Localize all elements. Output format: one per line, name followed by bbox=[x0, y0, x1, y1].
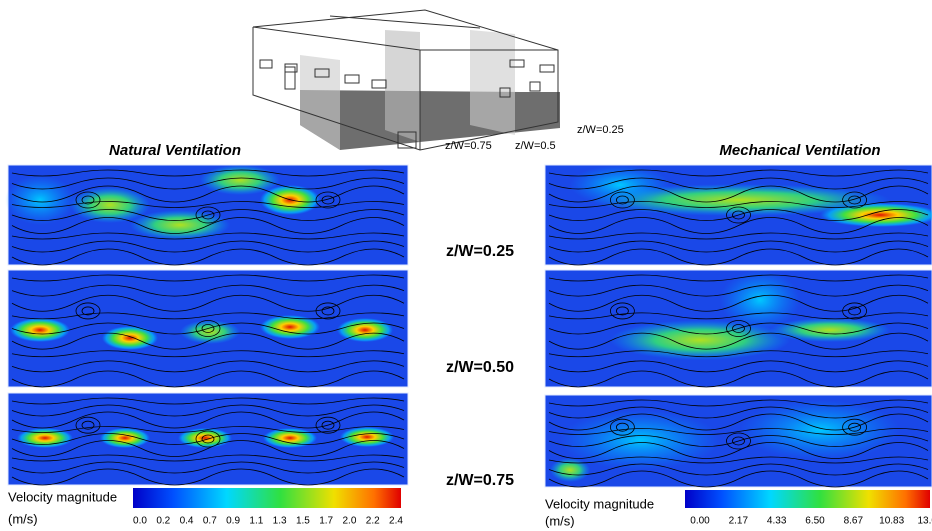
panel-title: Mechanical Ventilation bbox=[719, 142, 880, 159]
colorbar-tick-label: 0.0 bbox=[133, 516, 147, 527]
colorbar-tick-label: 1.3 bbox=[273, 516, 287, 527]
panel-title: Natural Ventilation bbox=[109, 142, 241, 159]
colorbar-tick-label: 13.00 bbox=[917, 516, 932, 527]
colorbar-tick-label: 6.50 bbox=[805, 516, 825, 527]
sketch-line bbox=[540, 65, 554, 72]
colorbar-tick-label: 0.9 bbox=[226, 516, 240, 527]
contour-panel bbox=[8, 270, 408, 387]
velocity-region bbox=[10, 318, 70, 342]
contour-panel bbox=[5, 165, 408, 265]
sketch-line bbox=[345, 75, 359, 83]
colorbar-tick-label: 0.7 bbox=[203, 516, 217, 527]
colorbar-tick-label: 1.7 bbox=[319, 516, 333, 527]
colorbar-tick-label: 2.4 bbox=[389, 516, 403, 527]
colorbar-unit: (m/s) bbox=[545, 513, 575, 528]
colorbar-tick-label: 0.2 bbox=[156, 516, 170, 527]
contour-panel bbox=[545, 270, 932, 387]
colorbar-tick-label: 2.2 bbox=[366, 516, 380, 527]
row-label: z/W=0.50 bbox=[446, 359, 514, 376]
sketch-line bbox=[385, 30, 420, 142]
colorbar-tick-label: 1.5 bbox=[296, 516, 310, 527]
velocity-region bbox=[100, 428, 150, 448]
velocity-region bbox=[560, 410, 720, 470]
colorbar-tick-label: 4.33 bbox=[767, 516, 787, 527]
sketch-line bbox=[470, 30, 515, 135]
velocity-region bbox=[130, 210, 230, 240]
contour-panel bbox=[545, 395, 932, 487]
velocity-region bbox=[770, 318, 890, 342]
row-label: z/W=0.25 bbox=[446, 243, 514, 260]
colorbar-scale bbox=[133, 488, 401, 508]
row-label: z/W=0.75 bbox=[446, 472, 514, 489]
sketch-line bbox=[330, 16, 480, 28]
colorbar-tick-label: 2.17 bbox=[729, 516, 749, 527]
slice-label: z/W=0.5 bbox=[515, 140, 556, 152]
colorbar-tick-label: 0.4 bbox=[180, 516, 194, 527]
building-sketch: z/W=0.75 z/W=0.5 z/W=0.25 bbox=[253, 10, 624, 152]
velocity-region bbox=[102, 326, 158, 350]
slice-label: z/W=0.25 bbox=[577, 124, 624, 136]
contour-panel bbox=[545, 165, 932, 265]
colorbar-scale bbox=[685, 490, 930, 508]
slice-label: z/W=0.75 bbox=[445, 140, 492, 152]
colorbar-label: Velocity magnitude bbox=[8, 489, 117, 504]
colorbar-tick-label: 8.67 bbox=[844, 516, 864, 527]
colorbar-unit: (m/s) bbox=[8, 511, 38, 526]
sketch-line bbox=[530, 82, 540, 91]
colorbar-label: Velocity magnitude bbox=[545, 496, 654, 511]
figure: z/W=0.75 z/W=0.5 z/W=0.25 Natural Ventil… bbox=[0, 0, 932, 531]
sketch-line bbox=[372, 80, 386, 88]
contour-panel bbox=[8, 393, 408, 485]
sketch-line bbox=[260, 60, 272, 68]
velocity-region bbox=[200, 165, 280, 195]
velocity-region bbox=[337, 318, 393, 342]
colorbar-tick-label: 0.00 bbox=[690, 516, 710, 527]
contour-panels bbox=[5, 165, 932, 487]
colorbar-tick-label: 1.1 bbox=[249, 516, 263, 527]
colorbar-ticks: 0.0 0.2 0.4 0.7 0.9 1.1 1.3 1.5 1.7 2.0 2.2 2.4 0.00… bbox=[133, 516, 932, 527]
colorbar-tick-label: 10.83 bbox=[879, 516, 904, 527]
colorbar-tick-label: 2.0 bbox=[343, 516, 357, 527]
sketch-line bbox=[285, 67, 295, 89]
